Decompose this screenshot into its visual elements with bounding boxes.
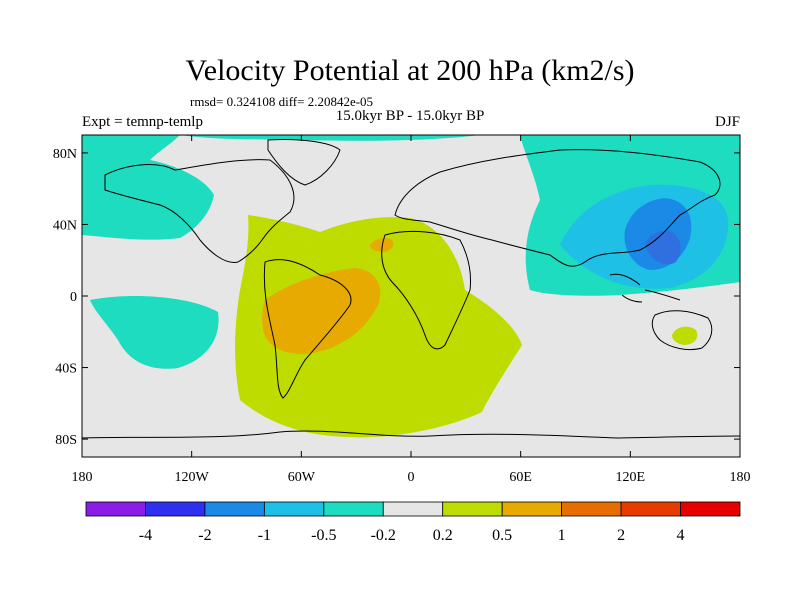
colorbar: -4 -2 -1 -0.5 -0.2 0.2 0.5 1 2 4 (85, 501, 741, 544)
colorbar-label: 0.5 (492, 527, 512, 544)
x-tick-label: 60E (509, 470, 532, 485)
y-tick-label: 0 (70, 290, 77, 305)
x-axis: 180 120W 60W 0 60E 120E 180 (72, 135, 751, 485)
colorbar-label: 0.2 (433, 527, 453, 544)
stats-label: rmsd= 0.324108 diff= 2.20842e-05 (190, 94, 373, 109)
x-tick-label: 120E (616, 470, 646, 485)
colorbar-swatch (323, 501, 384, 517)
coast-australia (651, 310, 713, 351)
colorbar-swatch (561, 501, 622, 517)
x-tick-label: 180 (730, 470, 751, 485)
contour-south-america (262, 268, 381, 354)
x-tick-label: 120W (175, 470, 210, 485)
experiment-label: Expt = temnp-temlp (82, 114, 203, 130)
chart-title: Velocity Potential at 200 hPa (km2/s) (185, 54, 634, 87)
colorbar-label: -4 (139, 527, 152, 544)
period-label: 15.0kyr BP - 15.0kyr BP (336, 108, 485, 124)
contour-south-atlantic (235, 215, 523, 438)
contour-arctic-band (180, 135, 480, 141)
colorbar-swatch (501, 501, 563, 517)
colorbar-swatch (442, 501, 503, 517)
colorbar-swatch (204, 501, 265, 517)
colorbar-swatch (263, 501, 325, 517)
coast-antarctica (82, 430, 740, 439)
colorbar-label: -1 (258, 527, 271, 544)
y-axis: 80N 40N 0 40S 80S (53, 147, 740, 448)
colorbar-label: 4 (677, 527, 685, 544)
contour-east-asia-deep (645, 230, 681, 265)
coast-europe-asia (394, 149, 721, 267)
colorbar-swatch (382, 501, 444, 517)
colorbar-label: -0.5 (311, 527, 336, 544)
coast-maritime-continent (609, 273, 681, 303)
colorbar-swatch (85, 501, 146, 517)
colorbar-swatch (680, 501, 741, 517)
season-label: DJF (715, 114, 740, 130)
contour-australia (672, 326, 698, 345)
x-tick-label: 60W (288, 470, 316, 485)
coastlines (82, 139, 740, 439)
map-plot (82, 135, 740, 457)
colorbar-label: 2 (617, 527, 625, 544)
contour-north-pacific (82, 135, 214, 240)
colorbar-label: -2 (198, 527, 211, 544)
colorbar-swatch (620, 501, 681, 517)
colorbar-swatch (145, 501, 206, 517)
colorbar-label: -0.2 (371, 527, 396, 544)
contour-west-pacific-lobe (90, 296, 219, 369)
y-tick-label: 40N (53, 218, 77, 233)
coast-greenland (267, 139, 341, 186)
y-tick-label: 80N (53, 147, 77, 162)
x-tick-label: 0 (408, 470, 415, 485)
contour-africa-spot (370, 237, 394, 252)
colorbar-label: 1 (558, 527, 566, 544)
x-tick-label: 180 (72, 470, 93, 485)
coast-north-america (104, 159, 295, 263)
coast-south-america (263, 259, 352, 399)
coast-africa (381, 230, 471, 350)
y-tick-label: 80S (55, 433, 77, 448)
y-tick-label: 40S (55, 362, 77, 377)
